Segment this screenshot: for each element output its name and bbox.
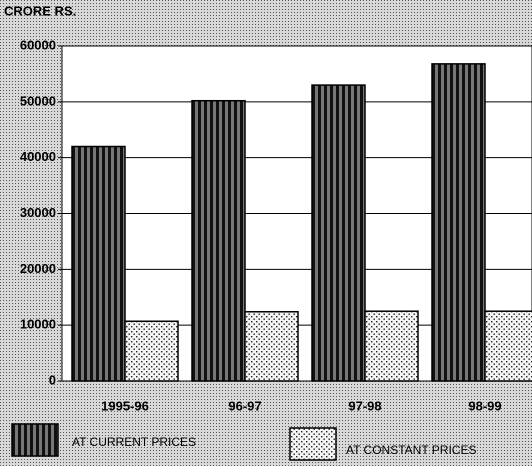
bar (484, 310, 532, 382)
bar (191, 99, 246, 382)
y-tick-label: 60000 (20, 37, 56, 52)
plot (62, 45, 532, 382)
bar (431, 63, 486, 382)
bar (244, 311, 299, 382)
y-tick-label: 30000 (20, 205, 56, 220)
bar (364, 310, 419, 382)
x-tick-label: 96-97 (228, 398, 261, 413)
y-tick-label: 50000 (20, 93, 56, 108)
legend-swatch (289, 427, 337, 461)
x-tick-label: 98-99 (468, 398, 501, 413)
bar (311, 84, 366, 382)
y-tick-label: 20000 (20, 261, 56, 276)
y-axis-title: CRORE RS. (4, 3, 76, 18)
legend-swatch (11, 423, 59, 457)
bar (71, 145, 126, 382)
x-tick-label: 1995-96 (101, 398, 149, 413)
y-tick-label: 10000 (20, 317, 56, 332)
legend-label: AT CURRENT PRICES (72, 435, 196, 449)
bar (124, 320, 179, 382)
x-tick-label: 97-98 (348, 398, 381, 413)
y-tick-label: 40000 (20, 149, 56, 164)
legend-label: AT CONSTANT PRICES (346, 443, 476, 457)
y-tick-label: 0 (49, 372, 56, 387)
